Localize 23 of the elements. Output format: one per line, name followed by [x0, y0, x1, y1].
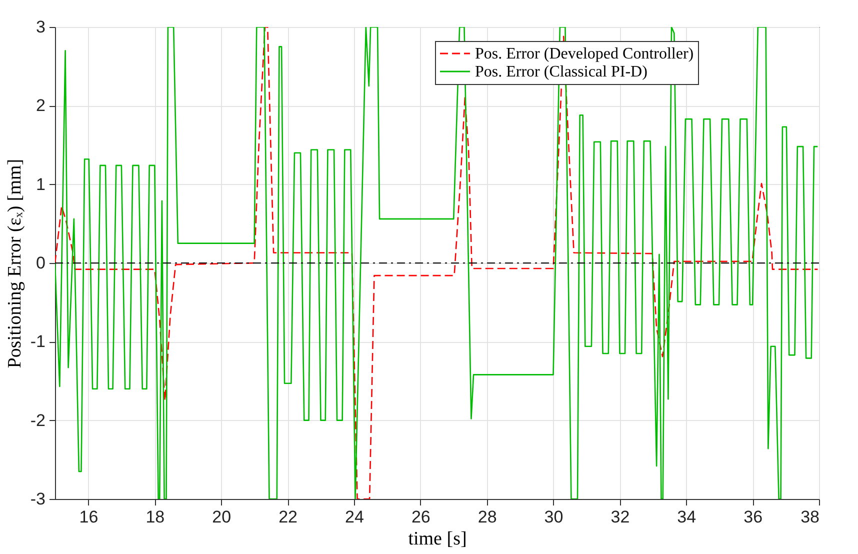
x-tick-label: 36	[744, 508, 763, 526]
legend-label: Pos. Error (Developed Controller)	[475, 46, 694, 62]
y-tick-label: 2	[36, 96, 46, 116]
x-tick-label: 30	[544, 508, 564, 526]
x-tick-label: 26	[411, 508, 430, 526]
legend-label: Pos. Error (Classical PI-D)	[475, 64, 648, 80]
y-tick-label: -2	[30, 410, 46, 430]
x-tick-label: 20	[212, 508, 232, 526]
x-tick-label: 16	[79, 508, 98, 526]
y-tick-label: 1	[36, 174, 46, 194]
y-tick-label: -1	[30, 332, 46, 352]
x-tick-label: 38	[800, 508, 820, 526]
x-axis-title: time [s]	[408, 528, 467, 550]
y-tick-label: 0	[36, 254, 46, 272]
y-tick-label: -3	[30, 490, 46, 508]
y-tick-label: 3	[36, 18, 46, 36]
x-tick-label: 32	[610, 508, 630, 526]
x-tick-label: 24	[344, 508, 364, 526]
x-tick-label: 22	[278, 508, 298, 526]
x-tick-label: 18	[146, 508, 165, 526]
x-tick-label: 34	[677, 508, 696, 526]
x-tick-label: 28	[478, 508, 497, 526]
y-axis-title: Positioning Error (εₓ) [mm]	[4, 158, 26, 368]
